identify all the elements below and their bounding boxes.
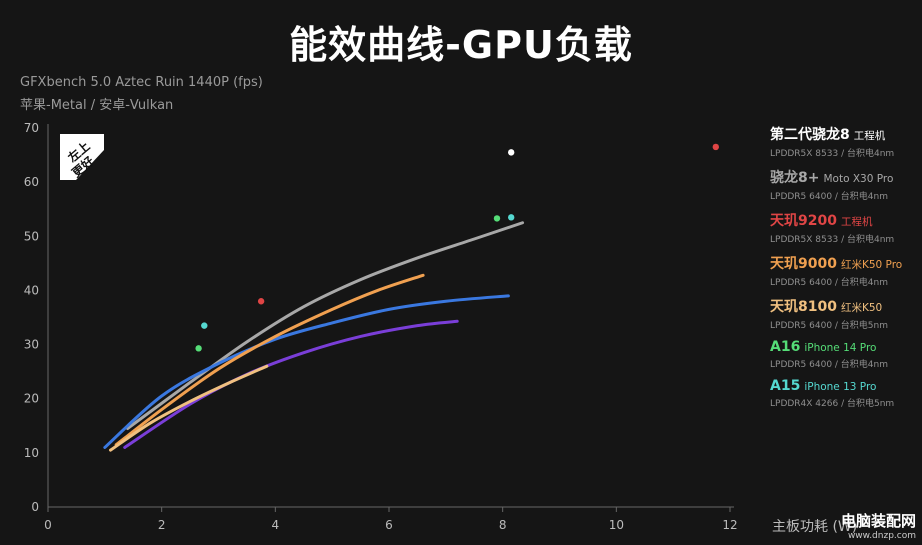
data-point-series-3 — [257, 298, 265, 305]
legend-chip-label: 天玑9200 — [770, 213, 837, 229]
legend-chip-name: 天玑9200 工程机 — [770, 210, 920, 230]
legend-memory-label: LPDDR5X 8533 / 台积电4nm — [770, 149, 895, 159]
series-line-4 — [114, 273, 425, 447]
legend-memory-label: LPDDR5 6400 / 台积电4nm — [770, 278, 888, 288]
data-point-series-1 — [507, 149, 515, 156]
watermark-title: 电脑装配网 — [840, 512, 916, 530]
x-tick-label: 4 — [272, 518, 280, 532]
legend-item: 骁龙8+ Moto X30 Pro LPDDR5 6400 / 台积电4nm — [770, 167, 920, 202]
x-axis-label: 主板功耗 (W) — [772, 519, 858, 535]
chart-subtitle-api: 苹果-Metal / 安卓-Vulkan — [20, 98, 174, 113]
legend-chip-label: 第二代骁龙8 — [770, 127, 850, 143]
data-point-series-7 — [201, 322, 208, 329]
legend-item: A16 iPhone 14 Pro LPDDR5 6400 / 台积电4nm — [770, 339, 920, 370]
legend-item: 天玑9200 工程机 LPDDR5X 8533 / 台积电4nm — [770, 210, 920, 245]
x-tick-label: 8 — [499, 518, 507, 532]
legend-memory-label: LPDDR5 6400 / 台积电4nm — [770, 360, 888, 370]
legend-item: 天玑8100 红米K50 LPDDR5 6400 / 台积电5nm — [770, 296, 920, 331]
series-line-2 — [126, 221, 525, 430]
badge-shape — [60, 134, 104, 180]
legend-model-label: 红米K50 — [840, 302, 883, 314]
legend-chip-label: 天玑9000 — [770, 256, 837, 272]
y-tick-label: 0 — [31, 500, 39, 514]
legend-memory-label: LPDDR4X 4266 / 台积电5nm — [770, 399, 895, 409]
legend-model-label: iPhone 13 Pro — [804, 381, 877, 393]
legend-chip-label: 骁龙8+ — [770, 170, 820, 186]
x-tick-label: 0 — [44, 518, 52, 532]
legend-chip-name: 天玑9000 红米K50 Pro — [770, 253, 920, 273]
y-tick-label: 60 — [24, 175, 39, 189]
legend-memory-label: LPDDR5 6400 / 台积电5nm — [770, 321, 888, 331]
data-point-series-6 — [493, 215, 501, 222]
series-line-8 — [103, 294, 510, 449]
legend-model-label: 工程机 — [853, 130, 886, 142]
x-tick-label: 10 — [609, 518, 624, 532]
legend-chip-label: A15 — [770, 378, 801, 394]
series-line-9 — [123, 319, 459, 449]
legend-chip-name: 第二代骁龙8 工程机 — [770, 124, 920, 144]
legend-item: 第二代骁龙8 工程机 LPDDR5X 8533 / 台积电4nm — [770, 124, 920, 159]
legend-item: 天玑9000 红米K50 Pro LPDDR5 6400 / 台积电4nm — [770, 253, 920, 288]
legend-model-label: 红米K50 Pro — [840, 259, 903, 271]
legend-model-label: iPhone 14 Pro — [804, 342, 877, 354]
watermark: 电脑装配网 www.dnzp.com — [841, 510, 916, 541]
series-line-5 — [109, 364, 269, 452]
watermark-url: www.dnzp.com — [847, 531, 916, 541]
legend-chip-name: A16 iPhone 14 Pro — [770, 339, 920, 355]
x-tick-label: 2 — [158, 518, 166, 532]
chart-legend: 第二代骁龙8 工程机 LPDDR5X 8533 / 台积电4nm 骁龙8+ Moto X… — [770, 124, 920, 417]
legend-chip-name: A15 iPhone 13 Pro — [770, 378, 920, 394]
legend-chip-label: 天玑8100 — [770, 299, 837, 315]
y-tick-label: 40 — [24, 283, 39, 297]
chart-title: 能效曲线-GPU负载 — [289, 23, 633, 67]
y-tick-label: 30 — [24, 338, 39, 352]
data-point-series-6 — [195, 345, 202, 352]
data-point-series-3 — [712, 143, 719, 151]
y-tick-label: 20 — [24, 392, 39, 406]
y-tick-label: 70 — [24, 121, 39, 135]
y-tick-label: 10 — [24, 446, 39, 460]
legend-memory-label: LPDDR5X 8533 / 台积电4nm — [770, 235, 895, 245]
legend-model-label: Moto X30 Pro — [823, 173, 894, 185]
legend-item: A15 iPhone 13 Pro LPDDR4X 4266 / 台积电5nm — [770, 378, 920, 409]
x-tick-label: 6 — [385, 518, 393, 532]
data-point-series-7 — [507, 214, 515, 221]
legend-chip-label: A16 — [770, 339, 801, 355]
x-tick-label: 12 — [722, 518, 737, 532]
chart-subtitle-benchmark: GFXbench 5.0 Aztec Ruin 1440P (fps) — [20, 75, 263, 90]
legend-chip-name: 天玑8100 红米K50 — [770, 296, 920, 316]
legend-chip-name: 骁龙8+ Moto X30 Pro — [770, 167, 920, 187]
legend-memory-label: LPDDR5 6400 / 台积电4nm — [770, 192, 888, 202]
legend-model-label: 工程机 — [840, 216, 873, 228]
y-tick-label: 50 — [24, 229, 39, 243]
